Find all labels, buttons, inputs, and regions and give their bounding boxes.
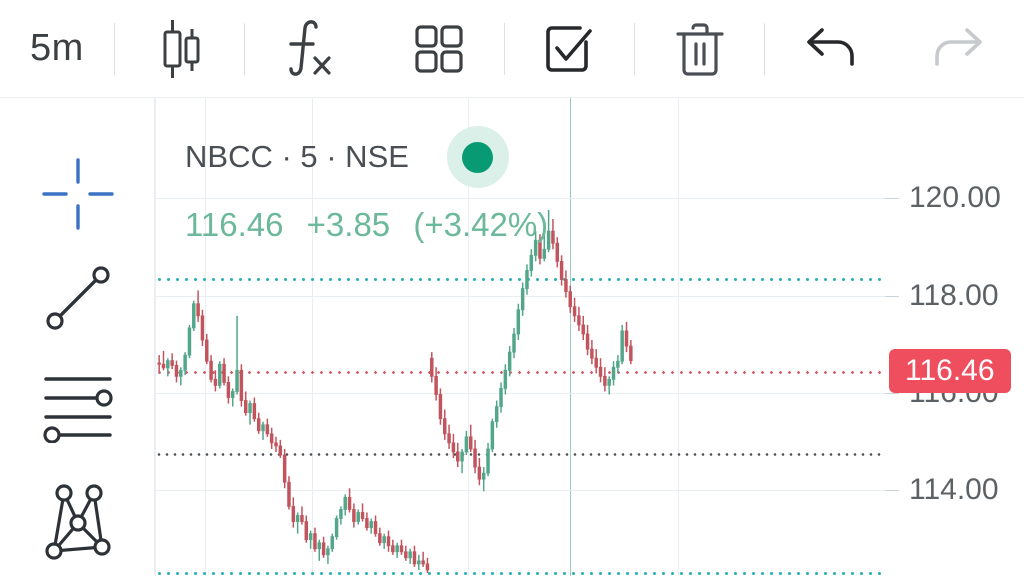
checkbox-check-icon xyxy=(540,20,598,78)
axis-label-114: 114.00 xyxy=(909,473,999,506)
axis-label-120: 120.00 xyxy=(909,181,1001,214)
layouts-button[interactable] xyxy=(374,0,503,98)
fib-levels-tool-button[interactable] xyxy=(0,356,155,456)
axis-tick xyxy=(885,490,899,491)
grid-line-horizontal xyxy=(155,296,885,297)
crosshair-tool-button[interactable] xyxy=(0,146,155,242)
level-line-support-dark xyxy=(155,453,885,456)
level-line-current-price xyxy=(155,371,885,374)
grid-line-horizontal xyxy=(155,490,885,491)
checklist-button[interactable] xyxy=(505,0,634,98)
toolbar-divider xyxy=(764,22,766,75)
top-toolbar: 5m xyxy=(0,0,1024,98)
grid-line-vertical xyxy=(312,98,313,576)
grid-line-vertical xyxy=(468,98,469,576)
current-price-badge[interactable]: 116.46 xyxy=(889,349,1011,393)
timeframe-selector[interactable]: 5m xyxy=(0,0,114,98)
chart-legend: NBCC · 5 · NSE 116.46 +3.85 (+3.42%) xyxy=(185,126,548,244)
trend-line-tool-button[interactable] xyxy=(0,250,155,346)
candlestick-icon xyxy=(152,18,208,80)
undo-button[interactable] xyxy=(765,0,894,98)
level-line-upper-teal xyxy=(155,278,885,281)
session-break-line xyxy=(570,98,571,576)
price-change-percent-label: (+3.42%) xyxy=(413,206,549,243)
more-tools-button[interactable] xyxy=(0,560,155,576)
timeframe-label: 5m xyxy=(30,27,84,69)
trash-icon xyxy=(672,19,728,79)
toolbar-divider xyxy=(113,22,115,75)
toolbar-divider xyxy=(244,22,246,75)
indicators-button[interactable] xyxy=(245,0,374,98)
grid-line-vertical xyxy=(205,98,206,576)
market-open-dot xyxy=(462,141,494,173)
symbol-label: NBCC · 5 · NSE xyxy=(185,139,409,174)
grid-line-vertical xyxy=(155,98,156,576)
level-line-lower-teal xyxy=(155,572,885,575)
undo-arrow-icon xyxy=(800,24,860,74)
horizontal-levels-icon xyxy=(38,369,118,443)
axis-tick xyxy=(885,198,899,199)
market-status-indicator[interactable] xyxy=(446,126,509,188)
axis-tick xyxy=(885,296,899,297)
crosshair-icon xyxy=(38,154,118,234)
more-tools-icon xyxy=(40,560,116,576)
last-price-label: 116.46 xyxy=(185,206,284,243)
legend-symbol-row: NBCC · 5 · NSE xyxy=(185,126,548,188)
axis-label-118: 118.00 xyxy=(909,279,999,312)
grid-layout-icon xyxy=(411,21,467,77)
drawing-tools-sidebar xyxy=(0,98,155,576)
toolbar-divider xyxy=(634,22,636,75)
grid-line-horizontal xyxy=(155,198,885,199)
redo-arrow-icon xyxy=(929,24,989,74)
grid-line-vertical xyxy=(678,98,679,576)
fx-icon xyxy=(282,18,338,80)
candlestick-series xyxy=(157,209,633,573)
price-change-label: +3.85 xyxy=(306,206,391,243)
price-chart-canvas[interactable]: NBCC · 5 · NSE 116.46 +3.85 (+3.42%) xyxy=(155,98,885,576)
candlestick-chart-type-button[interactable] xyxy=(115,0,244,98)
trend-line-icon xyxy=(40,260,116,336)
quote-row: 116.46 +3.85 (+3.42%) xyxy=(185,206,548,244)
price-axis[interactable]: 120.00 118.00 116.00 114.00 116.46 xyxy=(885,98,1024,576)
grid-line-horizontal xyxy=(155,393,885,394)
delete-button[interactable] xyxy=(635,0,764,98)
pattern-tool-button[interactable] xyxy=(0,468,155,572)
redo-button[interactable] xyxy=(895,0,1024,98)
toolbar-divider xyxy=(503,22,505,75)
axis-tick xyxy=(885,393,899,394)
pattern-icon xyxy=(36,479,120,561)
